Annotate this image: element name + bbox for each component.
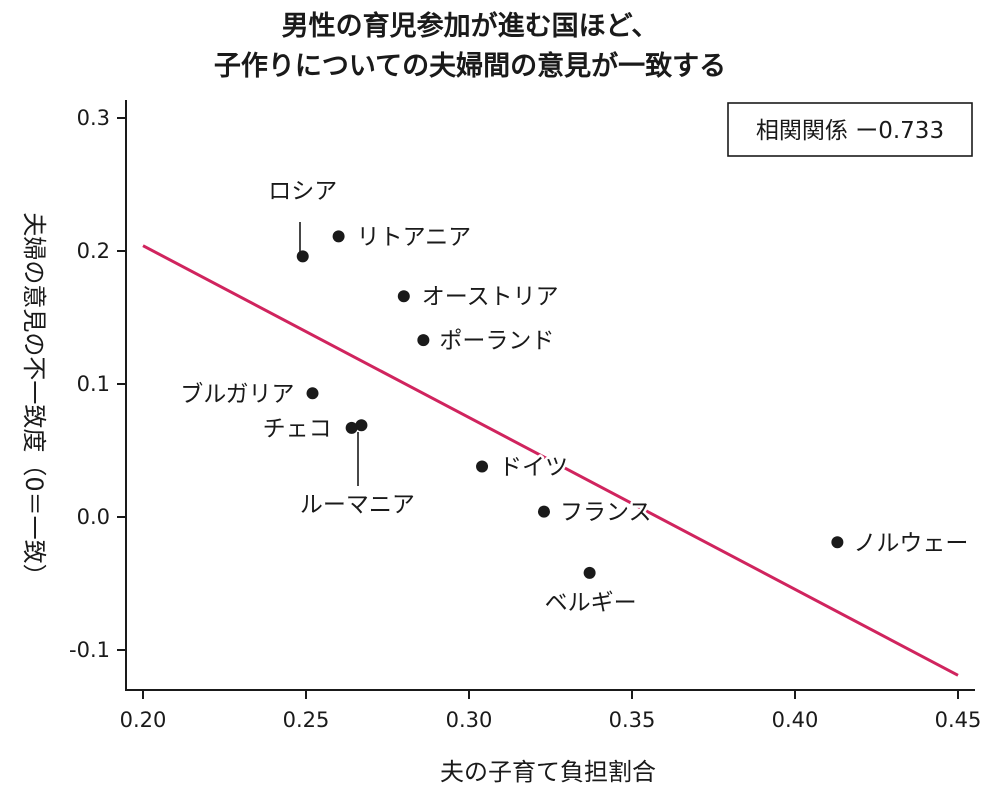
data-point-label: オーストリア <box>422 284 559 310</box>
x-axis-ticks: 0.20 0.25 0.30 0.35 0.40 0.45 <box>120 690 982 732</box>
data-point <box>332 230 345 243</box>
data-point-label: ロシア <box>268 178 337 204</box>
data-point-label: ルーマニア <box>300 492 415 518</box>
y-tick-label: -0.1 <box>69 638 110 662</box>
data-point-label: フランス <box>560 500 652 526</box>
y-tick-label: 0.3 <box>77 106 110 130</box>
correlation-label: 相関関係 ー0.733 <box>756 118 944 144</box>
data-point <box>476 460 489 473</box>
data-point <box>306 387 319 400</box>
x-tick-label: 0.20 <box>120 708 167 732</box>
y-axis-title: 夫婦の意見の不一致度（0＝一致） <box>20 212 48 587</box>
x-tick-label: 0.40 <box>772 708 819 732</box>
x-tick-label: 0.30 <box>446 708 493 732</box>
data-point-label: チェコ <box>263 416 332 442</box>
data-point <box>397 290 410 303</box>
y-axis-ticks: -0.1 0.0 0.1 0.2 0.3 <box>69 106 126 662</box>
data-point-label: ブルガリア <box>180 381 294 407</box>
chart-title-line-1: 男性の育児参加が進む国ほど、 <box>282 10 659 42</box>
x-tick-label: 0.25 <box>283 708 330 732</box>
data-points <box>296 230 844 579</box>
data-point <box>583 566 596 579</box>
chart-title-line-2: 子作りについての夫婦間の意見が一致する <box>214 50 726 82</box>
data-point-label: リトアニア <box>357 224 472 250</box>
data-point-label: ドイツ <box>499 454 568 480</box>
data-point <box>296 250 309 263</box>
y-tick-label: 0.1 <box>77 372 110 396</box>
x-tick-label: 0.45 <box>935 708 982 732</box>
data-point <box>345 421 358 434</box>
y-tick-label: 0.0 <box>77 505 110 529</box>
data-point <box>537 505 550 518</box>
data-point <box>355 419 368 432</box>
data-point-label: ベルギー <box>545 590 637 616</box>
data-point <box>417 334 430 347</box>
y-tick-label: 0.2 <box>77 239 110 263</box>
correlation-box <box>727 102 973 157</box>
data-point <box>831 536 844 549</box>
data-point-label: ノルウェー <box>853 530 968 556</box>
x-axis-title: 夫の子育て負担割合 <box>440 758 656 786</box>
trendline <box>142 244 959 677</box>
x-tick-label: 0.35 <box>609 708 656 732</box>
data-point-label: ポーランド <box>439 328 554 354</box>
